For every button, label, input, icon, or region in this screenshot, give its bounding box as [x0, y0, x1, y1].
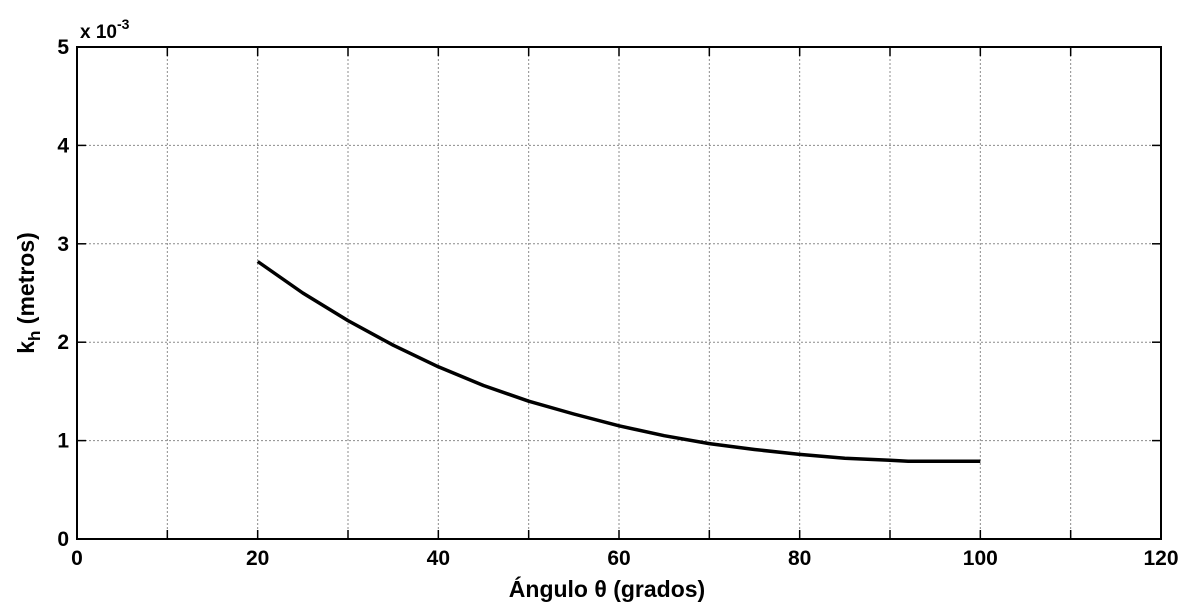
- y-multiplier: x 10-3: [80, 16, 130, 43]
- y-tick-label: 5: [57, 36, 69, 59]
- y-axis-title: kh (metros): [13, 232, 44, 354]
- y-tick-label: 0: [57, 528, 69, 551]
- x-tick-label: 20: [246, 547, 269, 570]
- x-tick-label: 80: [788, 547, 811, 570]
- x-axis-title: Ángulo θ (grados): [509, 575, 705, 602]
- x-tick-label: 120: [1143, 547, 1178, 570]
- x-tick-label: 100: [963, 547, 998, 570]
- x-tick-labels: 0 20 40 60 80 100 120: [71, 547, 1178, 570]
- series-group: [256, 260, 981, 464]
- x-tick-label: 0: [71, 547, 83, 570]
- y-tick-label: 1: [57, 430, 69, 453]
- x-tick-label: 40: [427, 547, 450, 570]
- x-tick-label: 60: [607, 547, 630, 570]
- y-tick-labels: 0 1 2 3 4 5: [57, 36, 69, 551]
- series-line-1: [256, 260, 981, 464]
- y-tick-label: 2: [57, 331, 69, 354]
- y-tick-label: 3: [57, 233, 69, 256]
- y-tick-label: 4: [57, 134, 69, 157]
- tick-marks: [76, 46, 1162, 540]
